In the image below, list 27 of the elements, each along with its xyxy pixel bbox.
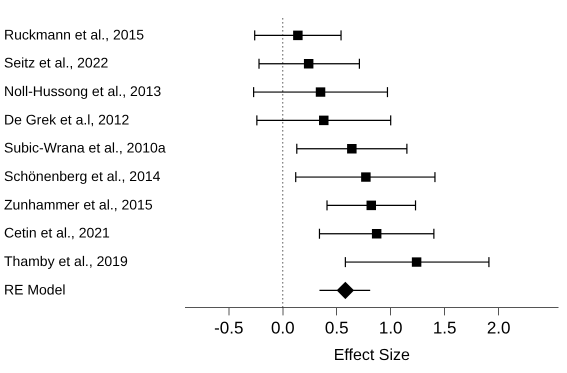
y-tick-label: Subic-Wrana et al., 2010a xyxy=(4,140,166,156)
x-tick-label: 1.0 xyxy=(378,318,403,338)
y-tick-label: Zunhammer et al., 2015 xyxy=(4,196,153,212)
point xyxy=(316,87,326,97)
point xyxy=(347,144,357,154)
y-tick-label: Noll-Hussong et al., 2013 xyxy=(4,82,162,99)
x-axis-title: Effect Size xyxy=(334,346,410,364)
point xyxy=(372,228,382,238)
y-tick-label: Thamby et al., 2019 xyxy=(4,252,128,269)
point xyxy=(336,282,354,299)
point xyxy=(361,172,371,182)
point xyxy=(319,116,329,126)
x-tick-label: 1.5 xyxy=(432,318,456,338)
y-tick-label: Cetin et al., 2021 xyxy=(4,224,110,241)
y-tick-label: De Grek et a.l, 2012 xyxy=(4,111,130,128)
x-tick-label: 2.0 xyxy=(486,318,510,338)
x-tick-label: 0.0 xyxy=(270,318,295,338)
y-tick-label: RE Model xyxy=(4,281,66,298)
point xyxy=(412,257,422,267)
x-tick-label: 0.5 xyxy=(324,318,349,338)
point xyxy=(366,200,376,210)
y-tick-label: Ruckmann et al., 2015 xyxy=(4,26,144,42)
y-tick-label: Seitz et al., 2022 xyxy=(4,54,109,71)
point xyxy=(304,58,314,68)
x-tick-label: -0.5 xyxy=(214,318,244,338)
y-tick-label: Schönenberg et al., 2014 xyxy=(4,168,161,184)
point xyxy=(293,30,303,40)
